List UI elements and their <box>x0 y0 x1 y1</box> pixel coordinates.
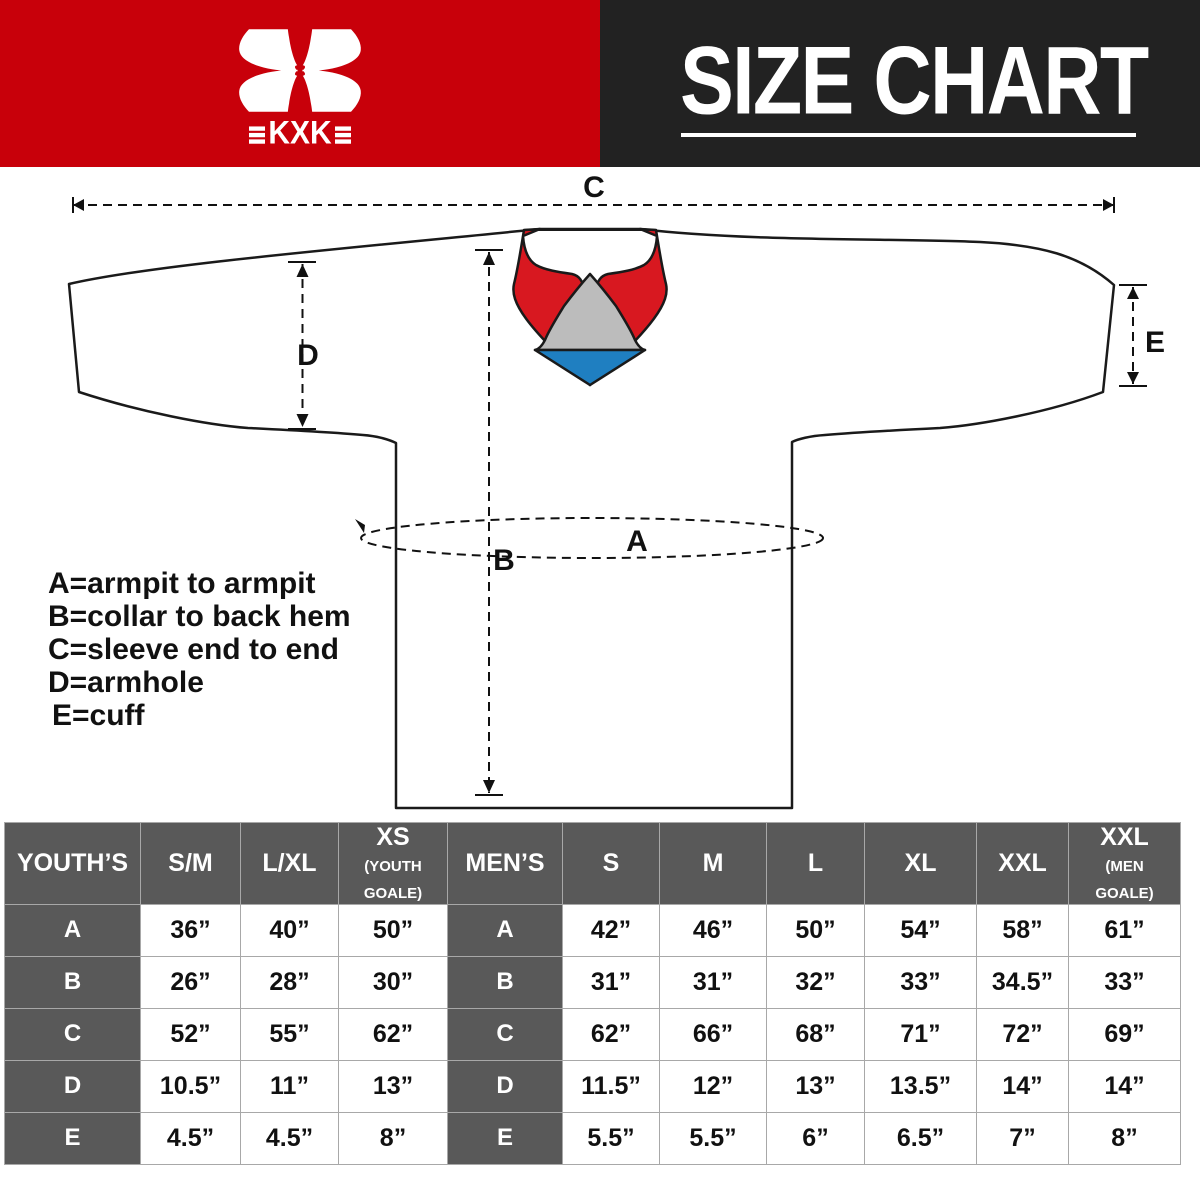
svg-text:E: E <box>1145 326 1165 359</box>
svg-text:B=collar to back hem: B=collar to back hem <box>48 600 351 633</box>
svg-text:E=cuff: E=cuff <box>52 699 146 732</box>
svg-text:C: C <box>583 171 605 204</box>
svg-text:A: A <box>626 525 648 558</box>
svg-text:B: B <box>493 544 515 577</box>
svg-text:A=armpit to armpit: A=armpit to armpit <box>48 567 316 600</box>
svg-text:D=armhole: D=armhole <box>48 666 204 699</box>
svg-text:D: D <box>297 339 319 372</box>
svg-text:C=sleeve end to end: C=sleeve end to end <box>48 633 339 666</box>
